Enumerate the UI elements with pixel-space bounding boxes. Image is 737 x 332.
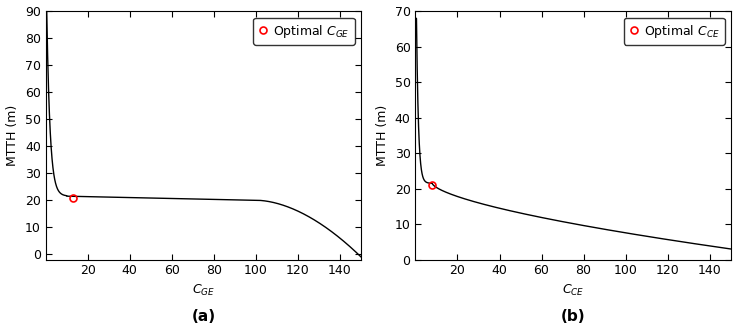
- Y-axis label: MTTH (m): MTTH (m): [376, 105, 389, 166]
- X-axis label: $C_{GE}$: $C_{GE}$: [192, 283, 215, 298]
- Text: (b): (b): [561, 309, 585, 324]
- Y-axis label: MTTH (m): MTTH (m): [6, 105, 19, 166]
- X-axis label: $C_{CE}$: $C_{CE}$: [562, 283, 584, 298]
- Legend: Optimal $C_{CE}$: Optimal $C_{CE}$: [624, 18, 724, 44]
- Text: (a): (a): [192, 309, 215, 324]
- Legend: Optimal $C_{GE}$: Optimal $C_{GE}$: [254, 18, 354, 44]
